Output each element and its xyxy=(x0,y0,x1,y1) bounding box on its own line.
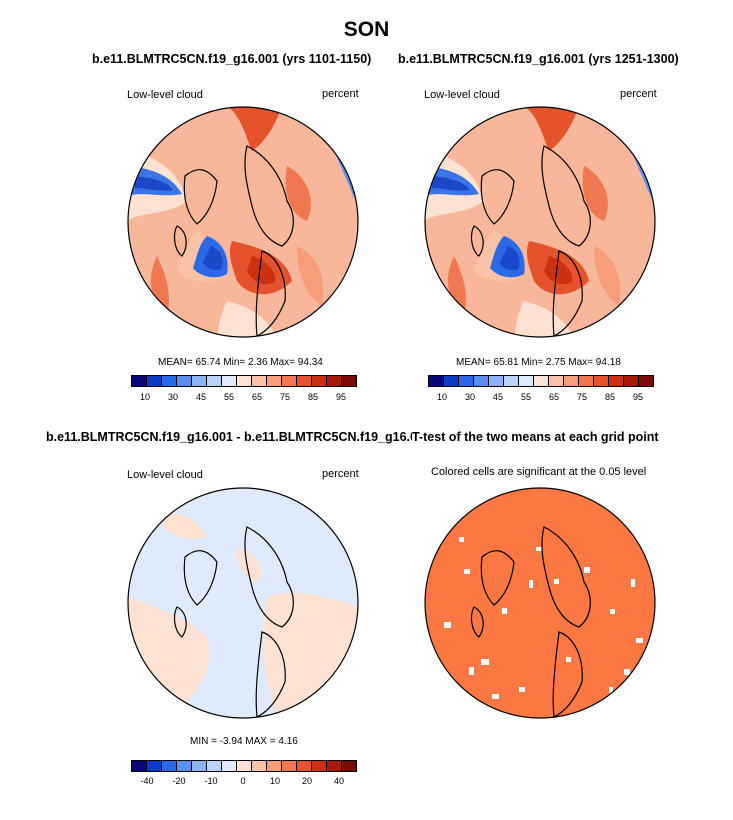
colorbar-box xyxy=(207,761,222,771)
colorbar-tick-label: 45 xyxy=(195,392,207,402)
panel-3-title: b.e11.BLMTRC5CN.f19_g16.001 - b.e11.BLMT… xyxy=(46,430,412,444)
colorbar-box xyxy=(177,761,192,771)
colorbar-box xyxy=(594,376,609,386)
colorbar-box xyxy=(222,761,237,771)
colorbar-box xyxy=(474,376,489,386)
colorbar-box xyxy=(342,376,356,386)
colorbar-box xyxy=(297,761,312,771)
colorbar-box xyxy=(534,376,549,386)
panel-2-variable-label: Low-level cloud xyxy=(424,89,500,101)
colorbar-box xyxy=(192,761,207,771)
colorbar-box xyxy=(147,376,162,386)
panel-2-units-label: percent xyxy=(620,88,657,100)
colorbar-box xyxy=(207,376,222,386)
colorbar-tick-label: -40 xyxy=(140,776,154,786)
panel-2-polar-map xyxy=(424,106,656,338)
colorbar-tick-label: 30 xyxy=(464,392,476,402)
panel-1-variable-label: Low-level cloud xyxy=(127,89,203,101)
panel-3-stats: MIN = -3.94 MAX = 4.16 xyxy=(190,736,298,747)
colorbar-box xyxy=(237,376,252,386)
colorbar-tick-label: 65 xyxy=(251,392,263,402)
colorbar-tick-label: 10 xyxy=(139,392,151,402)
panel-3-variable-label: Low-level cloud xyxy=(127,469,203,481)
colorbar-box xyxy=(312,376,327,386)
colorbar-box xyxy=(252,761,267,771)
panel-1-colorbar xyxy=(131,375,357,387)
colorbar-tick-label: 55 xyxy=(223,392,235,402)
panel-3-colorbar xyxy=(131,760,357,772)
colorbar-box xyxy=(312,761,327,771)
colorbar-box xyxy=(327,761,342,771)
panel-3-polar-map xyxy=(127,487,359,719)
colorbar-box xyxy=(267,761,282,771)
map-warm-region xyxy=(157,513,207,539)
colorbar-box xyxy=(297,376,312,386)
colorbar-box xyxy=(162,376,177,386)
panel-1-title: b.e11.BLMTRC5CN.f19_g16.001 (yrs 1101-11… xyxy=(92,52,372,66)
colorbar-box xyxy=(342,761,356,771)
panel-2-colorbar xyxy=(428,375,654,387)
colorbar-tick-label: 75 xyxy=(279,392,291,402)
panel-1-polar-map xyxy=(127,106,359,338)
figure-title: SON xyxy=(343,18,390,41)
colorbar-box xyxy=(282,376,297,386)
colorbar-box xyxy=(267,376,282,386)
colorbar-box xyxy=(222,376,237,386)
colorbar-tick-label: 0 xyxy=(240,776,246,786)
panel-3-units-label: percent xyxy=(322,468,359,480)
colorbar-box xyxy=(132,761,147,771)
colorbar-box xyxy=(624,376,639,386)
colorbar-tick-label: 85 xyxy=(604,392,616,402)
colorbar-tick-label: -10 xyxy=(204,776,218,786)
colorbar-box xyxy=(609,376,624,386)
colorbar-box xyxy=(192,376,207,386)
colorbar-box xyxy=(132,376,147,386)
colorbar-box xyxy=(519,376,534,386)
colorbar-tick-label: 85 xyxy=(307,392,319,402)
panel-1-units-label: percent xyxy=(322,88,359,100)
colorbar-tick-label: 55 xyxy=(520,392,532,402)
map-warm-region xyxy=(236,547,261,582)
panel-4-title: T-test of the two means at each grid poi… xyxy=(412,430,659,444)
panel-2-title: b.e11.BLMTRC5CN.f19_g16.001 (yrs 1251-13… xyxy=(398,52,679,66)
colorbar-box xyxy=(327,376,342,386)
colorbar-box xyxy=(564,376,579,386)
colorbar-box xyxy=(579,376,594,386)
colorbar-box xyxy=(162,761,177,771)
colorbar-box xyxy=(504,376,519,386)
colorbar-tick-label: 45 xyxy=(492,392,504,402)
colorbar-box xyxy=(429,376,444,386)
colorbar-box xyxy=(549,376,564,386)
colorbar-box xyxy=(147,761,162,771)
colorbar-box xyxy=(489,376,504,386)
panel-1-stats: MEAN= 65.74 Min= 2.36 Max= 94.34 xyxy=(158,357,323,368)
colorbar-box xyxy=(177,376,192,386)
colorbar-tick-label: 20 xyxy=(301,776,313,786)
colorbar-tick-label: -20 xyxy=(172,776,186,786)
colorbar-box xyxy=(237,761,252,771)
panel-4-subtitle: Colored cells are significant at the 0.0… xyxy=(431,466,647,478)
colorbar-tick-label: 40 xyxy=(333,776,345,786)
colorbar-box xyxy=(444,376,459,386)
colorbar-box xyxy=(282,761,297,771)
colorbar-tick-label: 10 xyxy=(269,776,281,786)
map-base xyxy=(425,488,655,718)
colorbar-tick-label: 75 xyxy=(576,392,588,402)
colorbar-box xyxy=(252,376,267,386)
panel-2-stats: MEAN= 65.81 Min= 2.75 Max= 94.18 xyxy=(456,357,621,368)
colorbar-tick-label: 10 xyxy=(436,392,448,402)
colorbar-box xyxy=(639,376,653,386)
panel-4-polar-map xyxy=(424,487,656,719)
colorbar-tick-label: 95 xyxy=(335,392,347,402)
colorbar-box xyxy=(459,376,474,386)
colorbar-tick-label: 65 xyxy=(548,392,560,402)
colorbar-tick-label: 30 xyxy=(167,392,179,402)
colorbar-tick-label: 95 xyxy=(632,392,644,402)
